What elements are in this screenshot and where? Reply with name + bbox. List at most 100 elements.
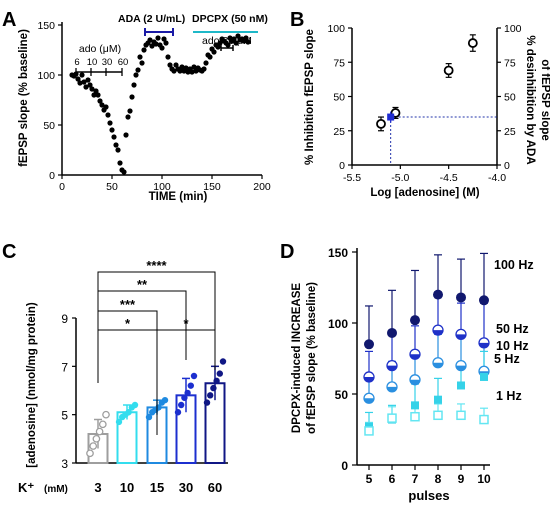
d-data-point-fill: [410, 379, 420, 385]
b-y-tick-label-right: 50: [504, 92, 516, 104]
c-significance-bracket: [97, 290, 187, 383]
c-data-point: [184, 389, 191, 397]
c-significance-label: ***: [120, 297, 136, 312]
c-data-point: [210, 384, 217, 392]
a-data-point: [179, 64, 185, 70]
d-data-point: [457, 381, 465, 390]
c-data-point: [86, 449, 94, 458]
a-data-point: [207, 54, 213, 60]
b-y-label-right: % desinhibition by ADA: [524, 35, 536, 164]
c-significance-label: *: [183, 316, 189, 331]
c-x-unit: (mM): [44, 484, 68, 495]
d-data-point: [433, 289, 443, 300]
panel-label-c: C: [2, 241, 16, 263]
d-y-label-line2: of fEPSP slope (% baseline): [306, 282, 318, 434]
a-data-point: [117, 160, 123, 166]
c-data-point: [102, 410, 110, 419]
d-data-point: [387, 327, 397, 338]
c-significance-label: ****: [146, 258, 167, 273]
c-data-point: [89, 442, 98, 450]
panel-a-chart: 0 50 100 150 0 50 100 150 200 TIME (min) fEPSP …: [18, 13, 271, 203]
a-data-point: [123, 132, 129, 138]
b-data-point: [467, 38, 478, 48]
d-data-point-fill: [364, 398, 374, 404]
b-y-label-right-line2: of fEPSP slope: [539, 59, 550, 141]
d-data-point: [410, 315, 420, 326]
a-x-tick-label: 100: [153, 181, 171, 193]
a-data-point: [77, 80, 83, 86]
a-x-tick-label: 150: [203, 181, 221, 193]
panel-b-chart: 0 0 25 25 50 50 75 75 100 100 -5.5 -5.0 -4.5 -4.0 Log…: [304, 23, 550, 199]
a-data-point: [107, 120, 113, 126]
a-data-point: [211, 49, 217, 55]
d-data-point: [479, 295, 489, 306]
a-data-point: [85, 77, 91, 83]
c-y-tick-label: 9: [61, 312, 68, 326]
d-data-point: [433, 410, 443, 421]
c-y-label: [adenosine] (nmol/mg protein): [26, 302, 38, 468]
b-x-tick-label: -4.5: [440, 172, 458, 184]
d-data-point: [456, 410, 466, 421]
d-data-point: [364, 426, 374, 436]
a-data-point: [159, 45, 165, 51]
d-legend-label: 10 Hz: [496, 339, 529, 353]
d-x-tick-label: 10: [477, 472, 491, 486]
a-data-point: [225, 42, 231, 48]
a-data-point: [183, 65, 189, 71]
a-data-point: [233, 40, 239, 46]
c-data-point: [95, 427, 104, 436]
d-data-point: [410, 411, 420, 422]
c-category-label: 10: [120, 480, 134, 495]
c-data-point: [203, 399, 211, 406]
d-x-tick-label: 5: [366, 472, 373, 486]
a-data-point: [163, 40, 169, 46]
b-y-tick-label-right: 25: [504, 126, 516, 138]
a-data-point: [81, 79, 87, 85]
c-category-label: 60: [208, 480, 222, 495]
c-y-tick-label: 3: [61, 457, 68, 471]
a-data-point: [231, 36, 237, 42]
panel-label-a: A: [2, 9, 16, 31]
c-category-label: 3: [94, 480, 101, 495]
d-y-tick-label: 150: [328, 246, 348, 260]
b-x-tick-label: -5.5: [343, 172, 361, 184]
b-y-tick-label: 75: [333, 57, 345, 69]
a-x-tick-label: 0: [59, 181, 65, 193]
a-data-point: [79, 72, 85, 78]
a-data-point: [103, 104, 109, 110]
d-data-point-fill: [364, 376, 374, 382]
a-data-point: [87, 82, 93, 88]
b-x-tick-label: -5.0: [391, 172, 409, 184]
b-data-point: [376, 119, 386, 129]
a-data-point: [131, 82, 137, 88]
a-data-point: [127, 108, 133, 114]
c-data-point: [115, 418, 123, 426]
d-legend-label: 1 Hz: [496, 389, 522, 403]
a-data-point: [139, 60, 145, 66]
c-significance-label: *: [125, 316, 131, 331]
d-data-point-fill: [387, 365, 397, 371]
d-legend-label: 5 Hz: [494, 352, 520, 366]
d-data-point-fill: [387, 386, 397, 392]
a-data-point: [105, 112, 111, 118]
d-data-point-fill: [456, 365, 466, 371]
a-data-point: [135, 67, 141, 73]
c-category-label: 30: [179, 480, 193, 495]
a-data-point: [173, 62, 179, 68]
b-y-tick-label: 25: [333, 126, 345, 138]
a-data-point: [201, 66, 207, 72]
d-data-point-fill: [456, 334, 466, 340]
a-x-tick-label: 50: [106, 181, 118, 193]
panel-d-chart: 0 50 100 150 5 6 7 8 9 10 pulses DPCPX-induced IN…: [291, 246, 534, 503]
b-y-tick-label-right: 100: [504, 23, 522, 35]
a-ado30-label: ado 30 μM: [202, 35, 252, 47]
b-x-label: Log [adenosine] (M): [370, 187, 479, 199]
c-data-point: [145, 413, 153, 421]
a-data-point: [245, 39, 251, 45]
d-data-point: [456, 292, 466, 303]
d-x-label: pulses: [408, 488, 449, 503]
c-x-label: K⁺: [18, 480, 34, 495]
c-y-tick-label: 7: [61, 360, 68, 374]
a-y-tick-label: 150: [37, 20, 55, 32]
